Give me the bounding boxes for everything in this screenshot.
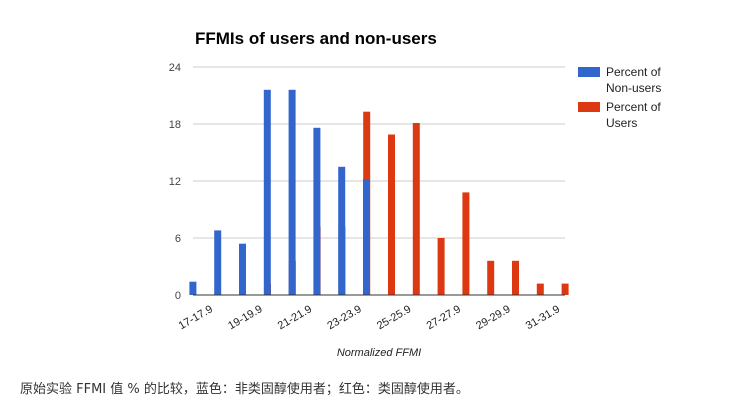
bar-series-1: [388, 134, 395, 295]
y-tick-label: 18: [169, 119, 181, 131]
x-tick-label: 21-21.9: [276, 303, 314, 332]
bar-series-1: [536, 283, 544, 295]
bar-chart: FFMIs of users and non-users 0 6 12 18 24 17-…: [169, 29, 662, 359]
x-tick-label: 23-23.9: [325, 303, 363, 332]
legend-label: Percent of: [606, 65, 661, 79]
legend: Percent of Non-users Percent of Users: [578, 65, 661, 130]
bar-series-1: [437, 238, 445, 295]
x-tick-label: 29-29.9: [474, 303, 512, 332]
legend-label: Non-users: [606, 81, 661, 95]
bar-series-1: [462, 192, 470, 295]
x-tick-label: 25-25.9: [375, 303, 413, 332]
bar-series-0: [263, 89, 271, 295]
legend-swatch: [578, 102, 600, 112]
y-tick-label: 6: [175, 233, 181, 245]
gridlines: [193, 66, 565, 239]
bar-series-0: [363, 179, 370, 295]
x-tick-label: 17-17.9: [177, 303, 215, 332]
bar-series-1: [561, 283, 569, 295]
chart-container: FFMIs of users and non-users 0 6 12 18 24 17-…: [169, 29, 662, 359]
bar-series-0: [189, 281, 197, 295]
bar-series-0: [338, 166, 346, 296]
legend-label: Users: [606, 116, 637, 130]
figure-caption: 原始实验 FFMI 值 % 的比较，蓝色：非类固醇使用者；红色：类固醇使用者。: [20, 382, 469, 397]
bar-series-1: [487, 260, 495, 295]
bar-series-1: [412, 123, 420, 295]
chart-title: FFMIs of users and non-users: [195, 29, 437, 48]
bar-series-0: [313, 127, 321, 295]
y-tick-label: 12: [169, 176, 181, 188]
bars: [189, 89, 569, 296]
bar-series-1: [512, 260, 519, 295]
bar-series-0: [214, 230, 222, 295]
x-tick-label: 19-19.9: [226, 303, 264, 332]
x-tick-label: 27-27.9: [425, 303, 463, 332]
bar-series-0: [239, 243, 246, 295]
bar-series-0: [288, 89, 296, 295]
y-tick-label: 24: [169, 62, 181, 74]
legend-label: Percent of: [606, 100, 661, 114]
y-tick-label: 0: [175, 290, 181, 302]
x-axis-label: Normalized FFMI: [337, 347, 421, 359]
x-tick-label: 31-31.9: [524, 303, 562, 332]
legend-swatch: [578, 67, 600, 77]
